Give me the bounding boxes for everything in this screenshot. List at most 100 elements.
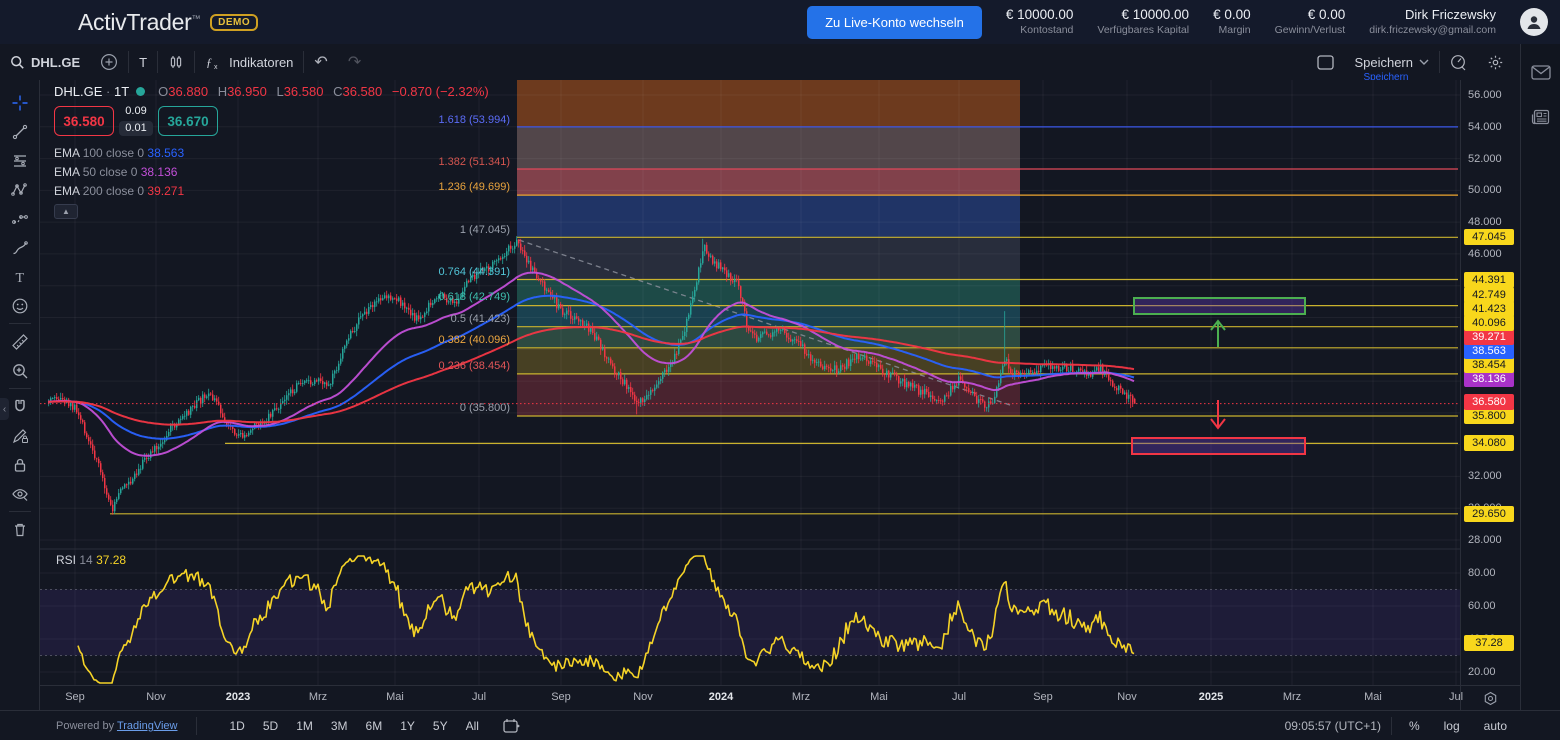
tool-hide-all[interactable] (5, 479, 35, 508)
time-axis-label: Sep (1033, 691, 1053, 703)
symbol-search[interactable]: DHL.GE (0, 50, 90, 74)
price-axis-label: 56.000 (1468, 89, 1502, 101)
ema-50-row[interactable]: EMA 50 close 0 38.136 (54, 165, 178, 179)
clock[interactable]: 09:05:57 (UTC+1) (1284, 719, 1381, 733)
drawing-toolbar: T (0, 80, 40, 710)
time-axis-label: Nov (146, 691, 166, 703)
legend-collapse-button[interactable]: ▲ (54, 204, 78, 219)
news-button[interactable] (1526, 103, 1556, 132)
gauge-icon (1451, 54, 1466, 70)
sidebar-collapse-handle[interactable]: ‹ (0, 398, 9, 420)
chart-style-button[interactable] (158, 50, 194, 74)
tool-edit-lock[interactable] (5, 421, 35, 450)
range-buttons: 1D 5D 1M 3M 6M 1Y 5Y All (223, 716, 486, 736)
percent-scale-button[interactable]: % (1408, 719, 1420, 733)
tool-zoom-in[interactable] (5, 356, 35, 385)
demo-badge: DEMO (210, 13, 259, 31)
range-1d-button[interactable]: 1D (229, 719, 245, 733)
axis-settings-corner[interactable] (1460, 685, 1520, 711)
plus-circle-icon (101, 53, 118, 71)
price-badge: 42.749 (1464, 286, 1514, 303)
fib-level-label: 0.382 (40.096) (438, 334, 510, 346)
lock-all-icon (14, 458, 25, 472)
price-badge: 38.136 (1464, 370, 1514, 387)
layout-panel-button[interactable] (1307, 50, 1344, 74)
time-axis-label: Mrz (1282, 691, 1302, 703)
tool-lock-all[interactable] (5, 450, 35, 479)
undo-button[interactable]: ↶ (314, 54, 328, 71)
auto-scale-button[interactable]: auto (1483, 719, 1507, 733)
search-icon (11, 55, 24, 69)
price-badge: 38.454 (1464, 356, 1514, 373)
time-axis-label: Sep (65, 691, 85, 703)
fib-retracement-icon (13, 154, 26, 167)
brush-icon (12, 240, 28, 254)
top-bar: ActivTrader™ DEMO Zu Live-Konto wechseln… (0, 0, 1560, 44)
compare-add-button[interactable] (90, 50, 128, 74)
price-chart[interactable]: 1.618 (53.994) 1.382 (51.341) 1.236 (49.69… (40, 80, 1460, 710)
time-axis[interactable]: Sep Nov 2023 Mrz Mai Jul Sep Nov 2024 Mrz Mai Jul Se… (40, 685, 1463, 711)
range-1y-button[interactable]: 1Y (400, 719, 415, 733)
fib-level-label: 0.764 (44.391) (438, 266, 510, 278)
range-3m-button[interactable]: 3M (330, 719, 348, 733)
mail-icon (1530, 65, 1551, 80)
price-badge: 36.580 (1464, 394, 1514, 411)
trend-line-icon (12, 124, 27, 139)
tool-trend-line[interactable] (5, 117, 35, 146)
price-axis-label: 32.000 (1468, 470, 1502, 483)
save-layout-button[interactable]: Speichern (1344, 50, 1439, 74)
price-badge: 47.045 (1464, 229, 1514, 246)
tool-brush[interactable] (5, 233, 35, 262)
range-5d-button[interactable]: 5D (262, 719, 279, 733)
quick-trade-button[interactable] (1440, 50, 1477, 74)
avatar[interactable] (1520, 8, 1548, 36)
rsi-legend[interactable]: RSI 14 37.28 (56, 553, 127, 567)
chart-canvas[interactable] (40, 80, 1460, 710)
legend-symbol[interactable]: DHL.GE · 1T (54, 84, 130, 99)
log-scale-button[interactable]: log (1443, 719, 1460, 733)
delete-icon (14, 523, 25, 536)
tool-forecast[interactable] (5, 204, 35, 233)
candlestick-icon (170, 56, 182, 68)
ema-100-row[interactable]: EMA 100 close 0 38.563 (54, 146, 185, 160)
price-axis[interactable]: 56.000 54.000 52.000 50.000 48.000 46.000 32.0… (1460, 80, 1521, 710)
range-1m-button[interactable]: 1M (296, 719, 313, 733)
range-5y-button[interactable]: 5Y (432, 719, 448, 733)
crosshair-icon (12, 95, 27, 110)
range-all-button[interactable]: All (465, 719, 479, 733)
ema-200-row[interactable]: EMA 200 close 0 39.271 (54, 184, 185, 198)
switch-to-live-button[interactable]: Zu Live-Konto wechseln (807, 5, 982, 39)
tradingview-link[interactable]: TradingView (116, 720, 178, 732)
right-dock (1520, 44, 1560, 740)
price-badge: 35.800 (1464, 408, 1514, 425)
settings-button[interactable] (1477, 50, 1514, 74)
calendar-clock-icon (503, 719, 520, 733)
sell-button[interactable]: 36.580 (54, 106, 114, 136)
user-info: Dirk Friczewsky dirk.friczewsky@gmail.co… (1369, 6, 1496, 36)
tool-fib-retracement[interactable] (5, 146, 35, 175)
svg-text:ƒ: ƒ (206, 55, 212, 69)
redo-button[interactable]: ↷ (347, 54, 362, 71)
tool-delete[interactable] (5, 515, 35, 544)
tool-text[interactable]: T (5, 262, 35, 291)
time-axis-label: Mrz (791, 691, 811, 703)
price-axis-label: 48.000 (1468, 216, 1502, 229)
time-axis-label: 2025 (1198, 691, 1224, 703)
interval-button[interactable]: T (139, 54, 148, 70)
tool-ruler[interactable] (5, 327, 35, 356)
fib-level-label: 1.236 (49.699) (438, 181, 510, 193)
market-status-icon[interactable] (136, 87, 146, 96)
range-6m-button[interactable]: 6M (365, 719, 383, 733)
messages-button[interactable] (1526, 58, 1556, 87)
time-axis-label: Jul (951, 691, 967, 703)
tool-magnet[interactable] (5, 392, 35, 421)
go-to-date-button[interactable] (492, 714, 530, 738)
tool-emoji[interactable] (5, 291, 35, 320)
time-axis-label: 2023 (225, 691, 251, 703)
tool-xabcd-pattern[interactable] (5, 175, 35, 204)
tool-crosshair[interactable] (5, 88, 35, 117)
buy-button[interactable]: 36.670 (158, 106, 218, 136)
